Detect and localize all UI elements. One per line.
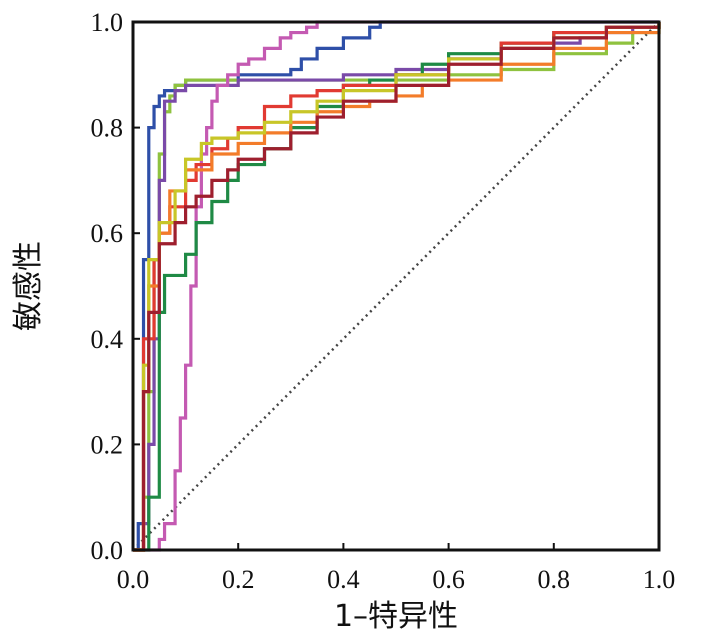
x-axis: 0.0 0.2 0.4 0.6 0.8 1.0 xyxy=(117,543,676,594)
reference-diagonal xyxy=(132,21,660,551)
x-axis-title: 1–特异性 xyxy=(334,599,458,634)
y-tick-label: 0.8 xyxy=(91,114,124,143)
plot-frame xyxy=(131,20,661,552)
y-tick-label: 0.0 xyxy=(91,536,124,565)
roc-curve-9 xyxy=(133,22,661,552)
y-axis: 0.0 0.2 0.4 0.6 0.8 1.0 xyxy=(91,8,140,565)
x-tick-label: 1.0 xyxy=(643,565,676,594)
x-tick-label: 0.8 xyxy=(538,565,571,594)
y-tick-label: 0.4 xyxy=(91,325,124,354)
y-tick-label: 1.0 xyxy=(91,8,124,37)
y-tick-label: 0.2 xyxy=(91,430,124,459)
x-tick-label: 0.6 xyxy=(432,565,465,594)
series-layer xyxy=(133,20,661,552)
x-tick-label: 0.0 xyxy=(117,565,150,594)
x-tick-label: 0.2 xyxy=(222,565,255,594)
y-axis-title: 敏感性 xyxy=(11,241,46,331)
y-tick-label: 0.6 xyxy=(91,219,124,248)
plot-area xyxy=(132,21,660,551)
x-tick-label: 0.4 xyxy=(327,565,360,594)
roc-curve-4 xyxy=(133,20,659,552)
